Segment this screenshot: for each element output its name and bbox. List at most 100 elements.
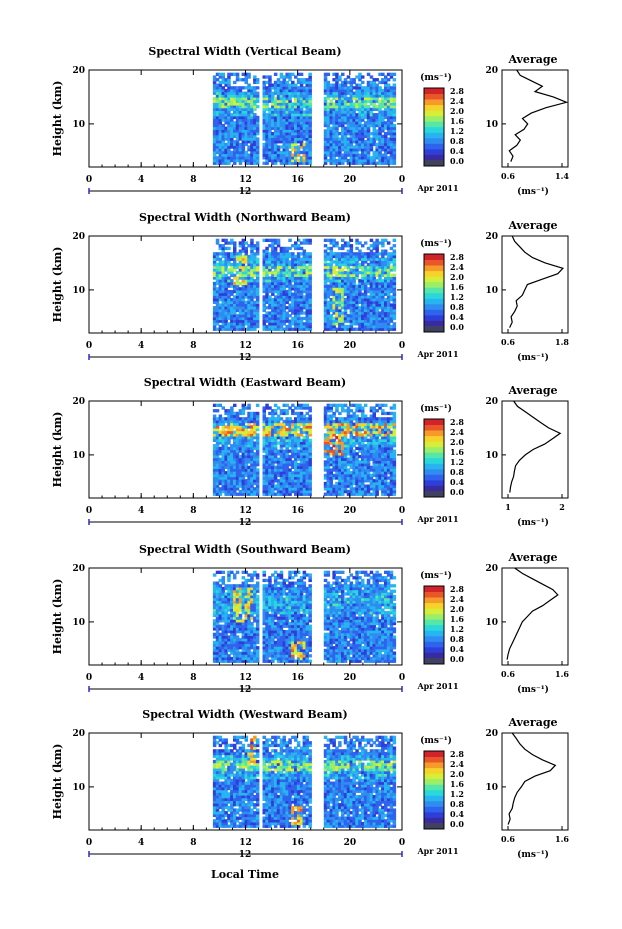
heatmap-cell [302,134,307,138]
heatmap-cell [227,257,231,261]
heatmap-cell [215,142,220,147]
heatmap-cell [241,148,246,152]
heatmap-cell [279,322,284,326]
heatmap-cell [358,113,362,117]
heatmap-cell [215,110,220,114]
heatmap-cell [233,102,237,106]
heatmap-cell [285,161,289,165]
heatmap-cell [355,441,359,445]
heatmap-cell [346,298,351,302]
heatmap-cell [335,492,339,496]
heatmap-cell [305,454,309,459]
heatmap-cell [212,110,217,114]
colorbar-label: 2.0 [450,106,464,116]
heatmap-cell [338,436,342,440]
heatmap-cell [215,126,220,130]
heatmap-cell [212,158,217,163]
heatmap-cell [372,118,376,122]
heatmap-cell [326,457,331,461]
heatmap-cell [372,113,376,117]
heatmap-cell [302,468,307,472]
heatmap-cell [244,316,248,321]
heatmap-cell [308,438,312,442]
heatmap-cell [296,427,301,432]
heatmap-cell [227,308,231,313]
heatmap-cell [375,279,379,283]
heatmap-cell [296,257,301,261]
heatmap-cell [305,425,309,429]
heatmap-cell [253,80,257,85]
heatmap-cell [282,268,286,272]
heatmap-cell [238,489,243,494]
heatmap-cell [224,246,228,251]
heatmap-cell [212,252,217,256]
heatmap-cell [282,444,286,448]
heatmap-cell [308,414,312,418]
heatmap-cell [273,303,278,307]
heatmap-cell [323,75,328,79]
heatmap-cell [294,471,298,475]
heatmap-cell [224,492,228,496]
heatmap-cell [250,463,254,467]
heatmap-cell [308,303,312,307]
heatmap-cell [276,292,281,296]
heatmap-cell [285,492,289,496]
heatmap-cell [291,306,295,310]
heatmap-cell [218,75,223,79]
heatmap-cell [335,265,339,269]
heatmap-cell [352,414,356,418]
heatmap-cell [332,134,336,138]
heatmap-cell [355,489,359,494]
heatmap-cell [299,492,304,496]
heatmap-cell [296,121,301,125]
heatmap-cell [282,476,286,480]
heatmap-cell [255,484,260,488]
heatmap-cell [389,126,394,130]
heatmap-cell [305,479,309,483]
heatmap-cell [361,158,365,163]
heatmap-cell [253,252,257,256]
heatmap-cell [212,322,217,326]
heatmap-cell [271,436,275,440]
heatmap-cell [221,244,225,248]
heatmap-cell [386,292,391,296]
heatmap-cell [276,262,281,267]
heatmap-cell [323,276,328,280]
heatmap-cell [212,137,217,141]
heatmap-cell [392,94,397,98]
heatmap-cell [288,276,292,280]
heatmap-cell [346,129,351,133]
heatmap-cell [265,306,269,310]
heatmap-cell [250,96,254,101]
heatmap-cell [224,268,228,272]
heatmap-cell [361,254,365,259]
heatmap-cell [227,452,231,456]
heatmap-cell [343,298,348,302]
heatmap-cell [291,463,295,467]
heatmap-cell [308,433,312,437]
heatmap-cell [288,287,292,291]
heatmap-cell [343,303,348,307]
heatmap-cell [361,107,365,111]
heatmap-cell [363,148,368,152]
heatmap-cell [291,322,295,326]
heatmap-cell [265,140,269,144]
heatmap-cell [230,460,234,464]
heatmap-cell [241,156,246,160]
heatmap-cell [250,102,254,106]
heatmap-cell [227,281,231,286]
heatmap-cell [349,463,354,467]
heatmap-cell [273,132,278,136]
heatmap-cell [389,145,394,149]
heatmap-cell [392,303,397,307]
heatmap-cell [392,284,397,288]
heatmap-cell [212,123,217,128]
heatmap-cell [305,142,309,147]
heatmap-cell [341,94,345,98]
heatmap-cell [338,142,342,147]
heatmap-cell [279,279,284,283]
heatmap-cell [279,319,284,323]
heatmap-cell [250,276,254,280]
heatmap-cell [227,113,231,117]
heatmap-cell [238,314,243,318]
